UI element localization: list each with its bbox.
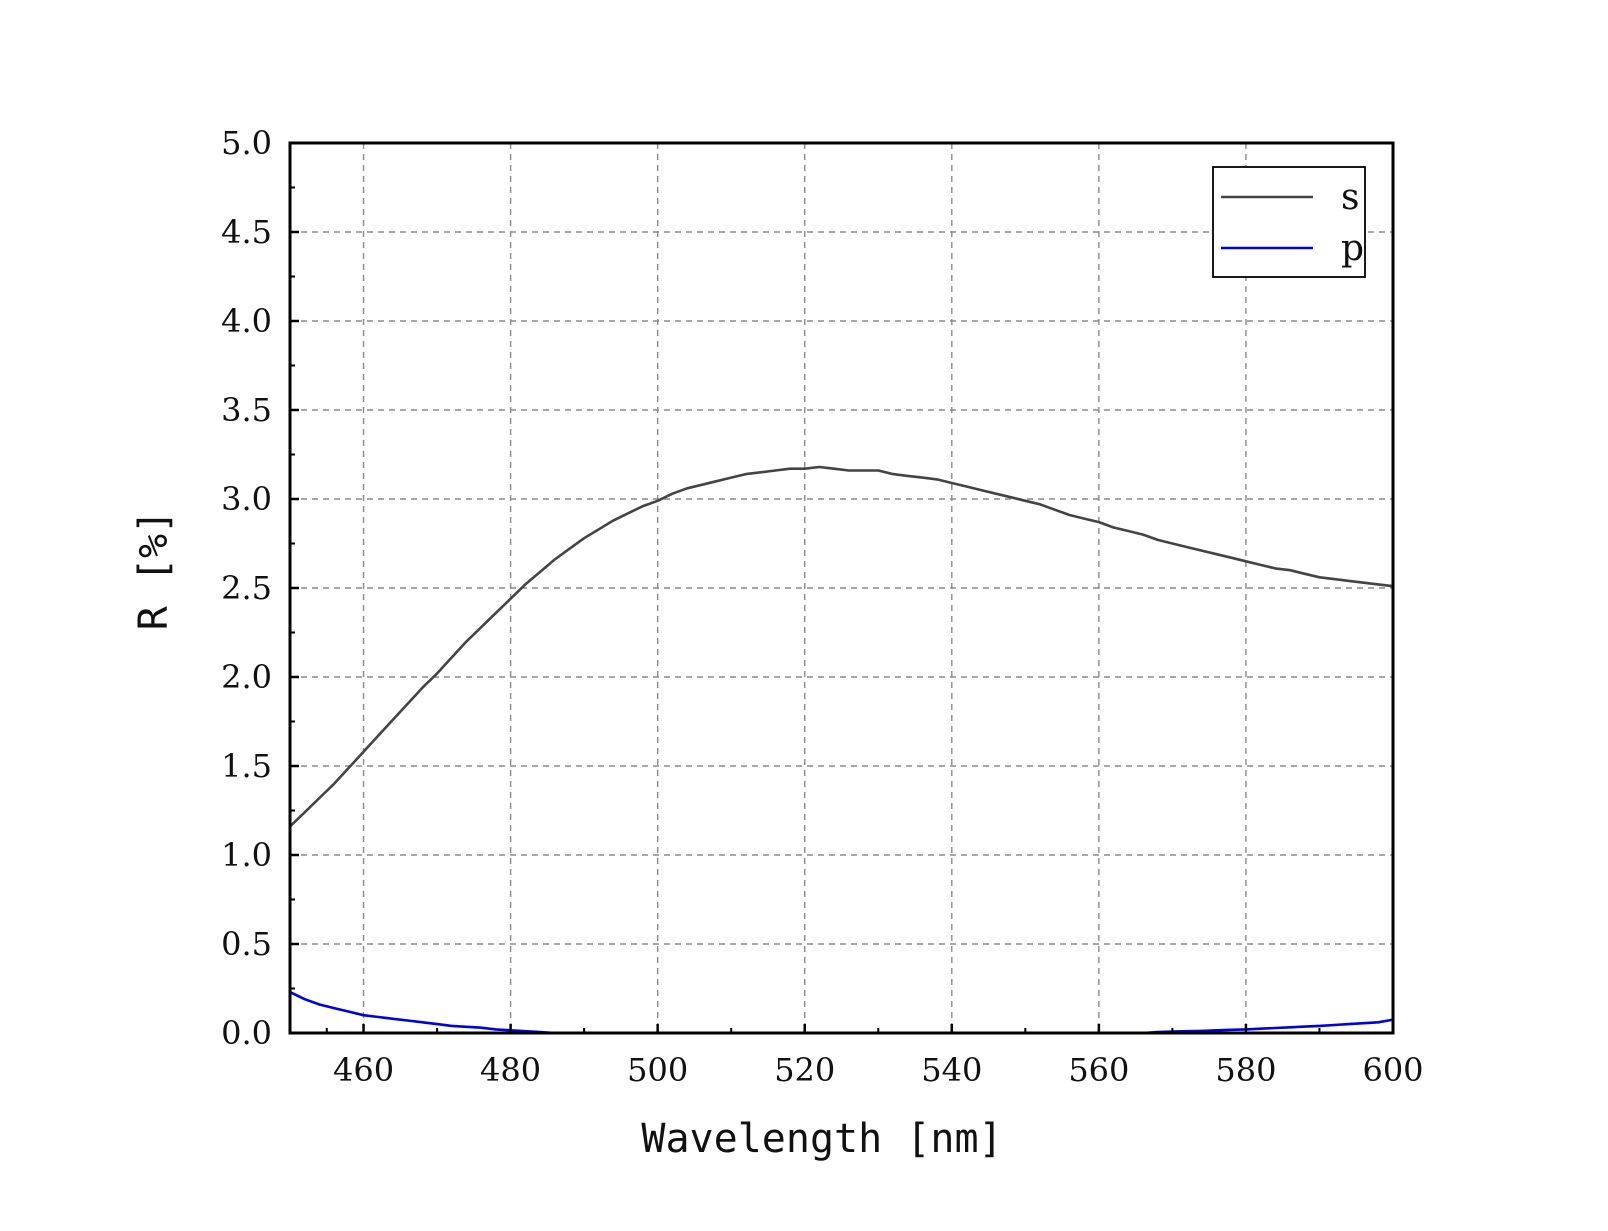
y-tick-label: 4.5 — [221, 213, 272, 251]
legend-label-s: s — [1341, 177, 1359, 218]
grid — [290, 143, 1393, 1033]
y-axis-title: R [%] — [131, 510, 177, 630]
x-tick-label: 560 — [1068, 1051, 1129, 1089]
y-tick-label: 4.0 — [221, 302, 272, 340]
y-tick-label: 2.5 — [221, 569, 272, 607]
y-tick-label: 3.0 — [221, 480, 272, 518]
y-tick-label: 5.0 — [221, 124, 272, 162]
legend-label-p: p — [1341, 228, 1364, 269]
x-tick-label: 480 — [480, 1051, 541, 1089]
legend: sp — [1212, 166, 1366, 278]
y-tick-label: 1.0 — [221, 836, 272, 874]
x-tick-label: 600 — [1362, 1051, 1423, 1089]
y-tick-label: 3.5 — [221, 391, 272, 429]
x-axis-title: Wavelength [nm] — [641, 1116, 1002, 1162]
x-tick-label: 460 — [333, 1051, 394, 1089]
x-tick-label: 520 — [774, 1051, 835, 1089]
series-line-s — [289, 465, 1394, 828]
x-tick-label: 500 — [627, 1051, 688, 1089]
y-tick-label: 1.5 — [221, 747, 272, 785]
axis-ticks: 460 480 500 520 540 560 580 600 0.0 0.5 1.0 1.5 2.0 2… — [221, 124, 1423, 1089]
y-tick-label: 0.0 — [221, 1014, 272, 1052]
x-tick-label: 580 — [1215, 1051, 1276, 1089]
x-tick-label: 540 — [921, 1051, 982, 1089]
y-tick-label: 2.0 — [221, 658, 272, 696]
legend-box — [1212, 166, 1366, 278]
y-tick-label: 0.5 — [221, 925, 272, 963]
